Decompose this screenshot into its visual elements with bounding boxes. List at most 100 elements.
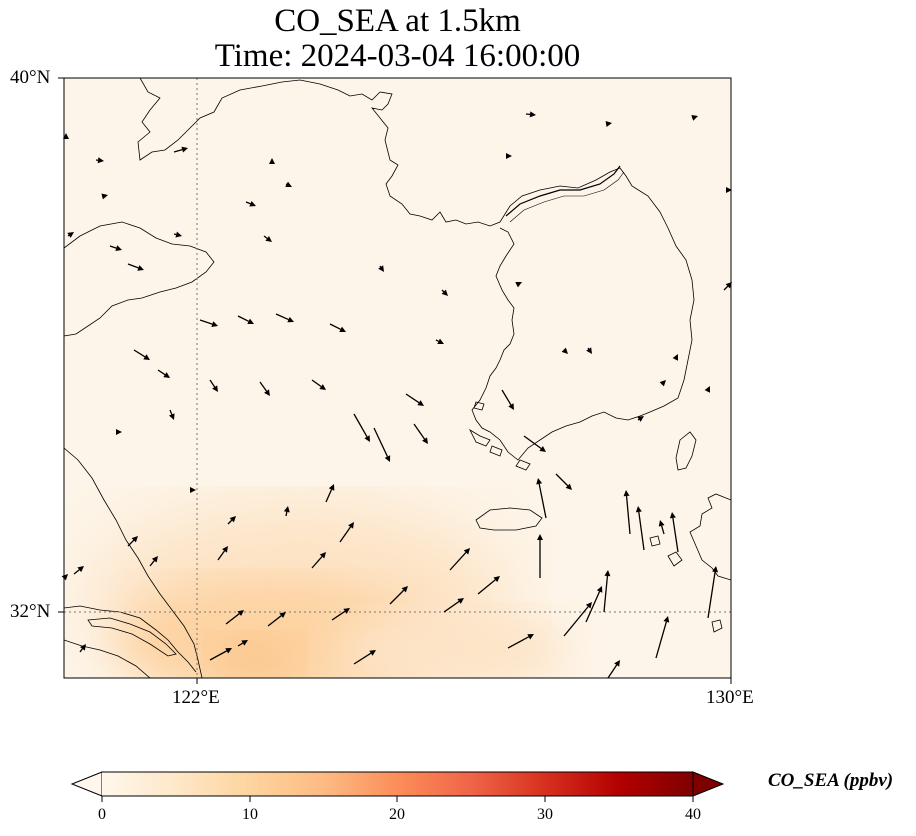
wind-arrow-head [80,644,86,651]
colorbar-gradient [102,772,693,796]
wind-arrow-head [348,522,354,529]
coast-china [64,447,203,678]
wind-arrow-head [457,598,464,604]
coast-kyushu [689,493,731,581]
wind-arrow-shaft [109,245,117,249]
wind-arrow-shaft [449,552,467,571]
wind-arrow-head [596,586,603,593]
wind-arrow-head [339,326,346,332]
wind-arrow-head [116,429,122,435]
colorbar-tick-30: 30 [537,806,553,823]
wind-arrow-head [279,612,286,619]
wind-arrow-head [285,181,292,187]
colorbar-tick-40: 40 [685,806,701,823]
wind-arrow-head [515,282,522,288]
wind-arrow-head [508,403,514,410]
colorbar [70,771,725,802]
wind-arrow-head [659,380,666,387]
wind-arrow-shaft [331,610,346,621]
wind-arrow-head [61,574,68,581]
wind-arrow-shaft [655,621,667,659]
coast-yangtze-island [87,617,177,657]
wind-arrow-shaft [723,285,729,291]
wind-arrow-head [527,634,534,640]
wind-arrow-shaft [209,650,228,661]
wind-arrow-head [658,520,665,527]
wind-arrow-shaft [329,323,341,330]
wind-arrow-head [137,265,144,271]
coast-shandong [64,221,215,337]
wind-arrow-head [441,289,448,296]
coast-yangtze [64,605,197,673]
wind-arrow-shaft [67,234,70,237]
colorbar-extend-min [70,771,103,797]
wind-arrow-head [151,556,158,563]
wind-arrow-shaft [555,473,569,487]
wind-arrow-head [222,546,228,553]
chart-title: CO_SEA at 1.5km Time: 2024-03-04 16:00:0… [64,4,731,74]
wind-arrow-shaft [443,600,460,613]
wind-arrow-shaft [149,560,155,567]
wind-arrow-head [319,552,326,559]
wind-arrow-shaft [507,636,530,649]
wind-arrow-shaft [373,427,389,457]
wind-arrow-head [422,437,428,444]
wind-arrow-head [241,640,248,646]
wind-arrow-head [712,566,719,573]
coastlines [64,78,731,678]
wind-arrow-head [168,413,175,420]
wind-arrow-shaft [477,579,496,595]
wind-arrow-head [704,386,710,393]
wind-arrow-head [265,236,272,242]
colorbar-label: CO_SEA (ppbv) [768,770,894,791]
wind-arrow-head [605,121,612,127]
wind-arrow-shaft [73,569,80,575]
wind-arrow-shaft [267,615,282,627]
wind-arrow-shaft [173,149,183,153]
wind-arrow-shaft [157,369,166,376]
dmz-line [505,165,621,217]
wind-arrow-head [328,484,335,491]
wind-arrow-shaft [435,339,439,342]
wind-arrow-shaft [637,418,640,421]
wind-arrow-head [384,455,391,462]
title-time: Time: 2024-03-04 16:00:00 [214,38,581,74]
wind-arrow-head [77,566,84,573]
wind-arrow-shaft [587,347,590,350]
wind-arrow-head [614,660,620,667]
wind-arrow-shaft [603,575,609,613]
wind-arrow-shaft [173,233,177,236]
colorbar-tick-0: 0 [98,806,106,823]
wind-arrow-shaft [237,315,249,322]
co-field [64,78,731,678]
wind-arrow-head [163,372,170,378]
wind-arrow-shaft [413,423,426,440]
wind-arrow-head [264,389,270,396]
wind-arrow-head [565,483,572,490]
plume-east [330,610,570,678]
wind-arrow-head [506,153,512,159]
wind-arrow-shaft [707,571,716,619]
wind-arrow-head [249,200,256,207]
wind-arrow-head [669,512,676,519]
tick-marks [58,77,732,684]
wind-arrow-head [319,384,326,390]
wind-arrow-shaft [127,539,135,547]
wind-arrow-shaft [672,517,679,553]
wind-arrow-head [378,265,384,272]
wind-arrow-shaft [353,652,372,665]
lat-tick-40n: 40°N [10,67,51,88]
coast-tsushima [675,431,697,471]
wind-arrow-shaft [79,648,83,653]
wind-arrow-head [585,602,592,609]
wind-arrow-head [463,548,470,555]
wind-arrow-shaft [379,265,382,268]
gridlines [64,78,731,678]
wind-arrow-shaft [625,495,631,535]
wind-arrow-shaft [523,435,542,449]
wind-arrow-head [529,111,536,118]
wind-arrow-head [623,490,630,497]
wind-arrow-head [369,650,376,656]
coast-jeju [475,507,543,531]
coast-hangzhou [64,639,151,678]
